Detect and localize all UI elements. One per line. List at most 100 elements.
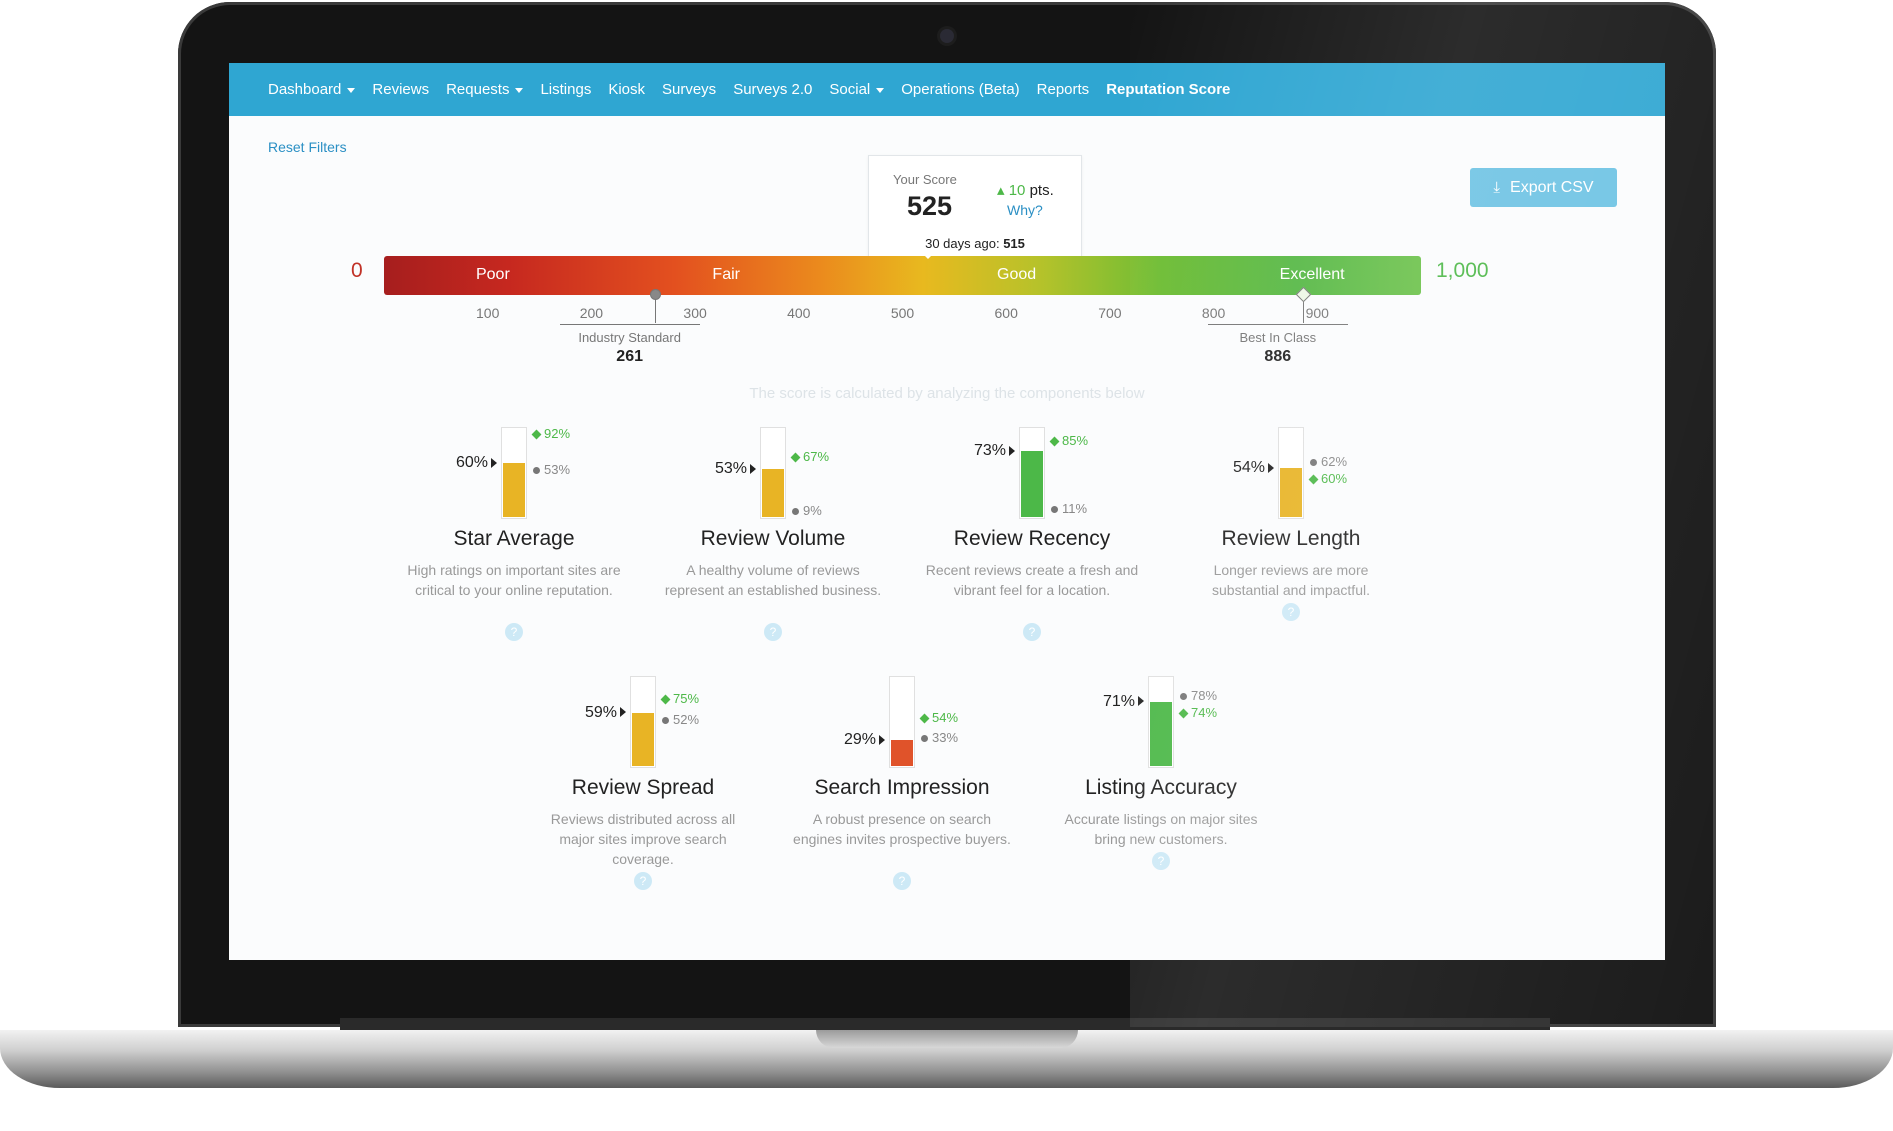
help-icon[interactable]: ?: [505, 623, 523, 641]
diamond-icon: [660, 694, 671, 705]
gauge-min-label: 0: [351, 259, 363, 282]
help-icon[interactable]: ?: [764, 623, 782, 641]
component-description: Recent reviews create a fresh and vibran…: [925, 562, 1139, 598]
gauge-tick-label: 300: [683, 305, 707, 321]
best-value: 886: [1264, 348, 1292, 365]
component-review-volume: 53% 67% 9% Review Volume A healthy volume of…: [653, 415, 893, 641]
gauge-tick-label: 400: [787, 305, 811, 321]
component-score: 60%: [437, 454, 497, 472]
nav-item-surveys-2-0[interactable]: Surveys 2.0: [733, 81, 812, 98]
score-caption: The score is calculated by analyzing the…: [749, 385, 1145, 402]
reset-filters-link[interactable]: Reset Filters: [268, 139, 347, 155]
industry-value: 261: [616, 348, 643, 365]
gauge-max-label: 1,000: [1436, 259, 1489, 282]
dot-icon: [1180, 693, 1187, 701]
nav-item-requests[interactable]: Requests: [446, 81, 524, 98]
component-score: 73%: [955, 442, 1015, 460]
industry-standard-mark: 53%: [533, 462, 570, 477]
component-meter: [1148, 676, 1174, 768]
help-icon[interactable]: ?: [1152, 852, 1170, 870]
best-in-class-value: 85%: [1062, 432, 1089, 448]
industry-standard-value: 9%: [803, 502, 822, 518]
why-link[interactable]: Why?: [1007, 202, 1043, 218]
gauge-tick-label: 900: [1305, 305, 1329, 321]
nav-item-label: Requests: [446, 81, 510, 98]
diamond-icon: [1178, 708, 1189, 719]
industry-standard-value: 53%: [544, 462, 571, 478]
nav-item-reputation-score[interactable]: Reputation Score: [1106, 81, 1230, 98]
component-review-recency: 73% 85% 11% Review Recency Recent reviews cr…: [912, 415, 1152, 641]
component-meter-fill: [1150, 702, 1172, 766]
gauge-tick-label: 600: [994, 305, 1018, 321]
laptop-notch: [816, 1030, 1078, 1048]
top-nav: Dashboard Reviews Requests Listings Kiosk Sur…: [229, 63, 1665, 116]
pointer-right-icon: [491, 457, 497, 468]
nav-item-listings[interactable]: Listings: [540, 81, 591, 98]
help-icon[interactable]: ?: [893, 872, 911, 890]
caret-down-icon: [515, 87, 524, 93]
best-label: Best In Class: [1239, 330, 1317, 345]
nav-item-surveys[interactable]: Surveys: [662, 81, 716, 98]
export-csv-label: Export CSV: [1510, 178, 1594, 196]
help-icon[interactable]: ?: [634, 872, 652, 890]
score-label: Your Score: [893, 172, 957, 187]
nav-item-kiosk[interactable]: Kiosk: [608, 81, 645, 98]
nav-item-social[interactable]: Social: [829, 81, 885, 98]
component-title: Review Recency: [953, 527, 1111, 550]
nav-item-label: Reputation Score: [1106, 81, 1231, 98]
component-score: 53%: [696, 460, 756, 478]
best-in-class-value: 75%: [673, 691, 700, 706]
nav-item-reviews[interactable]: Reviews: [372, 81, 429, 98]
component-description: High ratings on important sites are crit…: [407, 562, 621, 598]
component-title: Star Average: [453, 527, 575, 550]
best-in-class-mark: 54%: [919, 710, 958, 725]
diamond-icon: [531, 429, 542, 440]
pointer-right-icon: [750, 464, 756, 474]
component-meter-fill: [1280, 468, 1302, 517]
help-icon[interactable]: ?: [1282, 603, 1300, 621]
best-in-class-value: 60%: [1321, 470, 1348, 486]
pointer-right-icon: [1009, 445, 1015, 456]
gauge-tick-label: 700: [1098, 305, 1122, 321]
pointer-right-icon: [1138, 696, 1144, 707]
industry-label: Industry Standard: [578, 330, 681, 345]
laptop-hinge: [340, 1018, 1550, 1032]
component-meter-fill: [762, 469, 784, 517]
help-icon[interactable]: ?: [1023, 623, 1041, 641]
component-listing-accuracy: 71% 74% 78% Listing Accuracy Accurate listin…: [1041, 664, 1281, 884]
caret-down-icon: [876, 87, 885, 93]
industry-standard-mark: 78%: [1180, 688, 1217, 703]
diamond-icon: [1308, 474, 1319, 485]
best-marker-line: [1302, 295, 1304, 323]
export-csv-button[interactable]: ⤓ Export CSV: [1470, 168, 1617, 207]
nav-item-reports[interactable]: Reports: [1037, 81, 1090, 98]
industry-standard-mark: 52%: [662, 712, 699, 727]
component-description: Reviews distributed across all major sit…: [550, 811, 736, 867]
component-score-value: 60%: [455, 453, 488, 471]
score-value: 525: [907, 191, 953, 221]
best-in-class-mark: 75%: [660, 691, 700, 706]
nav-item-operations-beta[interactable]: Operations (Beta): [901, 81, 1019, 98]
dot-icon: [533, 467, 540, 475]
component-score: 59%: [566, 704, 626, 722]
nav-item-dashboard[interactable]: Dashboard: [268, 81, 356, 98]
gauge-tick-label: 200: [579, 305, 604, 321]
component-description: A robust presence on search engines invi…: [793, 811, 1011, 847]
arrow-up-icon: ▴: [997, 182, 1005, 199]
component-meter: [501, 427, 527, 519]
component-meter: [1019, 427, 1045, 519]
component-meter: [630, 676, 656, 768]
industry-marker-line: [654, 295, 656, 323]
component-score-value: 29%: [843, 731, 876, 749]
best-in-class-mark: 67%: [790, 449, 829, 464]
nav-item-label: Operations (Beta): [901, 81, 1020, 98]
industry-standard-mark: 11%: [1051, 501, 1087, 516]
industry-standard-value: 62%: [1321, 453, 1348, 469]
best-in-class-mark: 92%: [531, 426, 570, 441]
download-icon: ⤓: [1493, 179, 1501, 196]
gauge-tick-label: 100: [476, 305, 500, 321]
dot-icon: [792, 507, 799, 515]
component-score-value: 54%: [1232, 459, 1265, 477]
component-score-value: 71%: [1102, 692, 1135, 710]
gauge-tick-label: 800: [1201, 305, 1226, 321]
